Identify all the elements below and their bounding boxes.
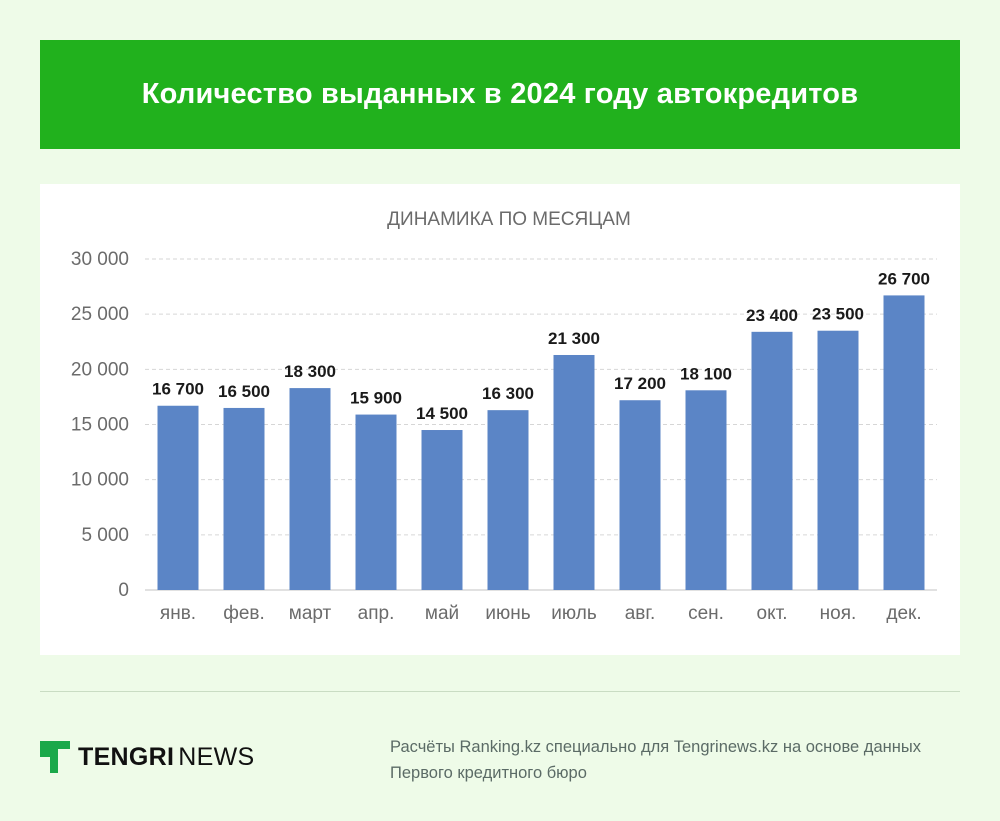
x-tick-label: сен. bbox=[688, 603, 724, 624]
y-tick-label: 0 bbox=[118, 580, 129, 601]
bar bbox=[817, 330, 859, 590]
bar-value-label: 26 700 bbox=[878, 269, 930, 288]
x-tick-label: март bbox=[289, 603, 332, 624]
tengri-t-icon bbox=[40, 741, 70, 773]
source-note: Расчёты Ranking.kz специально для Tengri… bbox=[390, 738, 921, 782]
tengri-news-logo: TENGRI NEWS bbox=[40, 740, 254, 774]
bar bbox=[619, 400, 661, 590]
x-tick-label: июль bbox=[551, 603, 597, 624]
bar bbox=[553, 354, 595, 590]
x-tick-label: июнь bbox=[485, 603, 530, 624]
y-tick-label: 30 000 bbox=[71, 249, 129, 270]
footer-divider bbox=[40, 691, 960, 692]
bar-value-label: 18 300 bbox=[284, 362, 336, 381]
bar-value-label: 18 100 bbox=[680, 364, 732, 383]
chart-title: ДИНАМИКА ПО МЕСЯЦАМ bbox=[387, 209, 631, 230]
bar bbox=[223, 407, 265, 590]
bar bbox=[157, 405, 199, 590]
bar-value-label: 23 400 bbox=[746, 306, 798, 325]
x-tick-label: май bbox=[425, 603, 459, 624]
chart-card: ДИНАМИКА ПО МЕСЯЦАМ 0 5 000 10 000 15 000 20… bbox=[40, 184, 960, 655]
y-tick-label: 5 000 bbox=[81, 525, 129, 546]
value-labels: 16 700 16 500 18 300 15 900 14 500 16 300 21 3… bbox=[152, 269, 930, 423]
page-title: Количество выданных в 2024 году автокред… bbox=[141, 78, 859, 110]
y-tick-label: 10 000 bbox=[71, 470, 129, 491]
bar-value-label: 16 500 bbox=[218, 382, 270, 401]
x-tick-label: апр. bbox=[358, 603, 395, 624]
bar bbox=[751, 331, 793, 590]
gridlines bbox=[145, 258, 937, 591]
logo-text: TENGRI NEWS bbox=[78, 743, 254, 772]
bar bbox=[289, 388, 331, 590]
bar bbox=[685, 390, 727, 590]
x-tick-label: ноя. bbox=[820, 603, 857, 624]
x-tick-label: дек. bbox=[886, 603, 921, 624]
x-tick-label: янв. bbox=[160, 603, 196, 624]
y-axis-ticks: 0 5 000 10 000 15 000 20 000 25 000 30 000 bbox=[71, 249, 129, 601]
x-tick-label: окт. bbox=[757, 603, 788, 624]
bars bbox=[157, 295, 925, 590]
bar-value-label: 17 200 bbox=[614, 374, 666, 393]
bar-value-label: 16 300 bbox=[482, 384, 534, 403]
x-tick-label: авг. bbox=[625, 603, 656, 624]
bar bbox=[487, 410, 529, 590]
bar-value-label: 16 700 bbox=[152, 380, 204, 399]
bar-value-label: 15 900 bbox=[350, 389, 402, 408]
y-tick-label: 25 000 bbox=[71, 304, 129, 325]
bar-chart: ДИНАМИКА ПО МЕСЯЦАМ 0 5 000 10 000 15 000 20… bbox=[71, 209, 937, 624]
logo-text-bold: TENGRI bbox=[78, 742, 175, 771]
bar bbox=[883, 295, 925, 590]
y-tick-label: 20 000 bbox=[71, 359, 129, 380]
bar-value-label: 14 500 bbox=[416, 404, 468, 423]
y-tick-label: 15 000 bbox=[71, 415, 129, 436]
bar bbox=[355, 414, 397, 590]
header-banner: Количество выданных в 2024 году автокред… bbox=[40, 40, 960, 149]
x-axis-ticks: янв. фев. март апр. май июнь июль авг. сен. окт. н… bbox=[160, 603, 922, 624]
bar-value-label: 23 500 bbox=[812, 305, 864, 324]
bar bbox=[421, 430, 463, 590]
x-tick-label: фев. bbox=[223, 603, 265, 624]
logo-text-regular: NEWS bbox=[178, 742, 255, 771]
bar-value-label: 21 300 bbox=[548, 329, 600, 348]
